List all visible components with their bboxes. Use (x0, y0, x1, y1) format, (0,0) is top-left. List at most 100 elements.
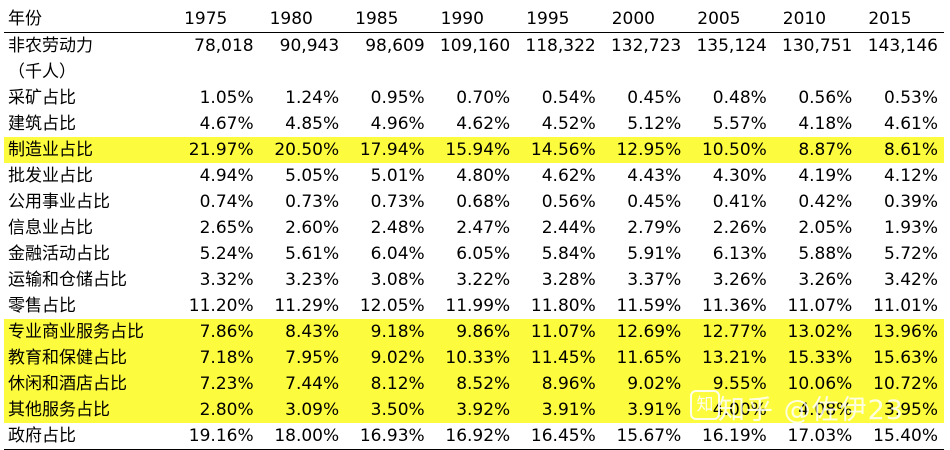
table-cell: 10.33% (430, 345, 517, 371)
table-cell: 8.87% (772, 137, 859, 163)
table-cell: 11.45% (516, 345, 602, 371)
row-label: （千人） (8, 62, 76, 82)
table-cell: 135,124 (687, 32, 773, 59)
table-row: 非农劳动力 78,018 90,943 98,609 109,160 118,322 132… (4, 32, 944, 59)
row-label: 教育和保健占比 (4, 345, 175, 371)
table-cell: 118,322 (516, 32, 602, 59)
table-row: 公用事业占比 0.74% 0.73% 0.73% 0.68% 0.56% 0.45% 0.41… (4, 189, 944, 215)
table-cell: 15.94% (430, 137, 517, 163)
table-row: （千人） (4, 59, 944, 85)
table-cell: 0.39% (883, 192, 938, 212)
table-cell: 21.97% (174, 137, 260, 163)
row-label: 采矿占比 (8, 88, 76, 108)
year-header: 2000 (611, 9, 655, 29)
table-cell: 109,160 (430, 32, 517, 59)
table-row: 采矿占比 1.05% 1.24% 0.95% 0.70% 0.54% 0.45% 0.48% 0… (4, 85, 944, 111)
table-cell: 3.26% (798, 270, 853, 290)
table-cell: 0.41% (712, 192, 767, 212)
table-cell: 4.19% (798, 166, 853, 186)
table-row: 零售占比 11.20% 11.29% 12.05% 11.99% 11.80% 11.59%… (4, 293, 944, 319)
table-cell: 3.22% (456, 270, 511, 290)
table-cell: 2.48% (370, 218, 425, 238)
table-cell: 16.19% (687, 423, 773, 450)
row-label: 专业商业服务占比 (4, 319, 175, 345)
table-cell: 4.85% (285, 114, 340, 134)
table-cell: 16.45% (516, 423, 602, 450)
table-cell: 4.96% (370, 114, 425, 134)
table-cell: 9.18% (345, 319, 431, 345)
table-cell: 13.96% (858, 319, 944, 345)
table-row: 制造业占比 21.97% 20.50% 17.94% 15.94% 14.56% 12.95… (4, 137, 944, 163)
table-cell: 9.02% (345, 345, 431, 371)
table-cell: 18.00% (259, 423, 346, 450)
table-cell: 78,018 (174, 32, 260, 59)
table-cell: 5.72% (883, 244, 938, 264)
table-cell: 1.05% (199, 88, 254, 108)
table-row: 专业商业服务占比 7.86% 8.43% 9.18% 9.86% 11.07% 12.69%… (4, 319, 944, 345)
table-cell: 3.28% (541, 270, 596, 290)
table-row: 信息业占比 2.65% 2.60% 2.48% 2.47% 2.44% 2.79% 2.26%… (4, 215, 944, 241)
table-cell: 8.96% (516, 371, 602, 397)
table-cell: 3.37% (627, 270, 682, 290)
table-cell: 8.61% (858, 137, 944, 163)
table-cell: 7.18% (174, 345, 260, 371)
year-header: 2005 (697, 9, 741, 29)
table-cell: 4.80% (456, 166, 511, 186)
row-label: 运输和仓储占比 (8, 270, 127, 290)
header-row: 年份 1975 1980 1985 1990 1995 2000 2005 20… (4, 6, 944, 33)
zhihu-logo-icon: 知 (690, 390, 720, 420)
table-cell: 5.88% (798, 244, 853, 264)
table-cell: 20.50% (259, 137, 346, 163)
table-cell: 2.60% (285, 218, 340, 238)
table-row: 其他服务占比 2.80% 3.09% 3.50% 3.92% 3.91% 3.91% 4.00… (4, 397, 944, 423)
table-row: 金融活动占比 5.24% 5.61% 6.04% 6.05% 5.84% 5.91% 6.13… (4, 241, 944, 267)
table-cell: 0.56% (541, 192, 596, 212)
table-cell: 8.43% (259, 319, 346, 345)
table-cell: 4.30% (712, 166, 767, 186)
table-cell: 4.52% (541, 114, 596, 134)
table-cell (602, 59, 688, 85)
table-cell: 2.79% (627, 218, 682, 238)
table-cell: 2.47% (456, 218, 511, 238)
table-cell: 98,609 (345, 32, 431, 59)
table-cell: 11.07% (516, 319, 602, 345)
table-cell (687, 59, 773, 85)
table-cell: 11.36% (701, 296, 767, 316)
table-cell: 0.74% (199, 192, 254, 212)
table-cell: 2.26% (712, 218, 767, 238)
table-cell: 3.91% (516, 397, 602, 423)
table-cell: 2.80% (174, 397, 260, 423)
table-cell (431, 59, 517, 85)
table-cell: 4.67% (199, 114, 254, 134)
year-header: 1975 (184, 9, 228, 29)
table-cell: 3.95% (858, 397, 944, 423)
table-cell: 19.16% (174, 423, 260, 450)
row-label: 建筑占比 (8, 114, 76, 134)
table-row: 建筑占比 4.67% 4.85% 4.96% 4.62% 4.52% 5.12% 5.57% 4… (4, 111, 944, 137)
table-cell: 7.23% (174, 371, 260, 397)
table-cell: 12.95% (601, 137, 688, 163)
table-cell: 15.63% (858, 345, 944, 371)
table-cell: 0.54% (541, 88, 596, 108)
header-label: 年份 (8, 9, 42, 29)
table-row: 批发业占比 4.94% 5.05% 5.01% 4.80% 4.62% 4.43% 4.30%… (4, 163, 944, 189)
table-cell: 5.05% (285, 166, 340, 186)
row-label: 批发业占比 (8, 166, 93, 186)
table-cell: 6.04% (370, 244, 425, 264)
table-cell: 9.86% (430, 319, 517, 345)
table-cell: 3.91% (601, 397, 688, 423)
table-cell: 14.56% (516, 137, 602, 163)
table-cell (260, 59, 346, 85)
table-cell: 7.86% (174, 319, 260, 345)
table-cell: 3.42% (883, 270, 938, 290)
table-cell: 11.80% (530, 296, 596, 316)
table-cell: 0.95% (370, 88, 425, 108)
table-cell: 11.29% (274, 296, 340, 316)
table-cell: 4.08% (772, 397, 859, 423)
table-cell: 10.72% (858, 371, 944, 397)
table-cell: 2.44% (541, 218, 596, 238)
table-cell: 7.95% (259, 345, 346, 371)
table-cell (858, 59, 944, 85)
row-label: 非农劳动力 (4, 32, 175, 59)
table-cell: 0.48% (712, 88, 767, 108)
